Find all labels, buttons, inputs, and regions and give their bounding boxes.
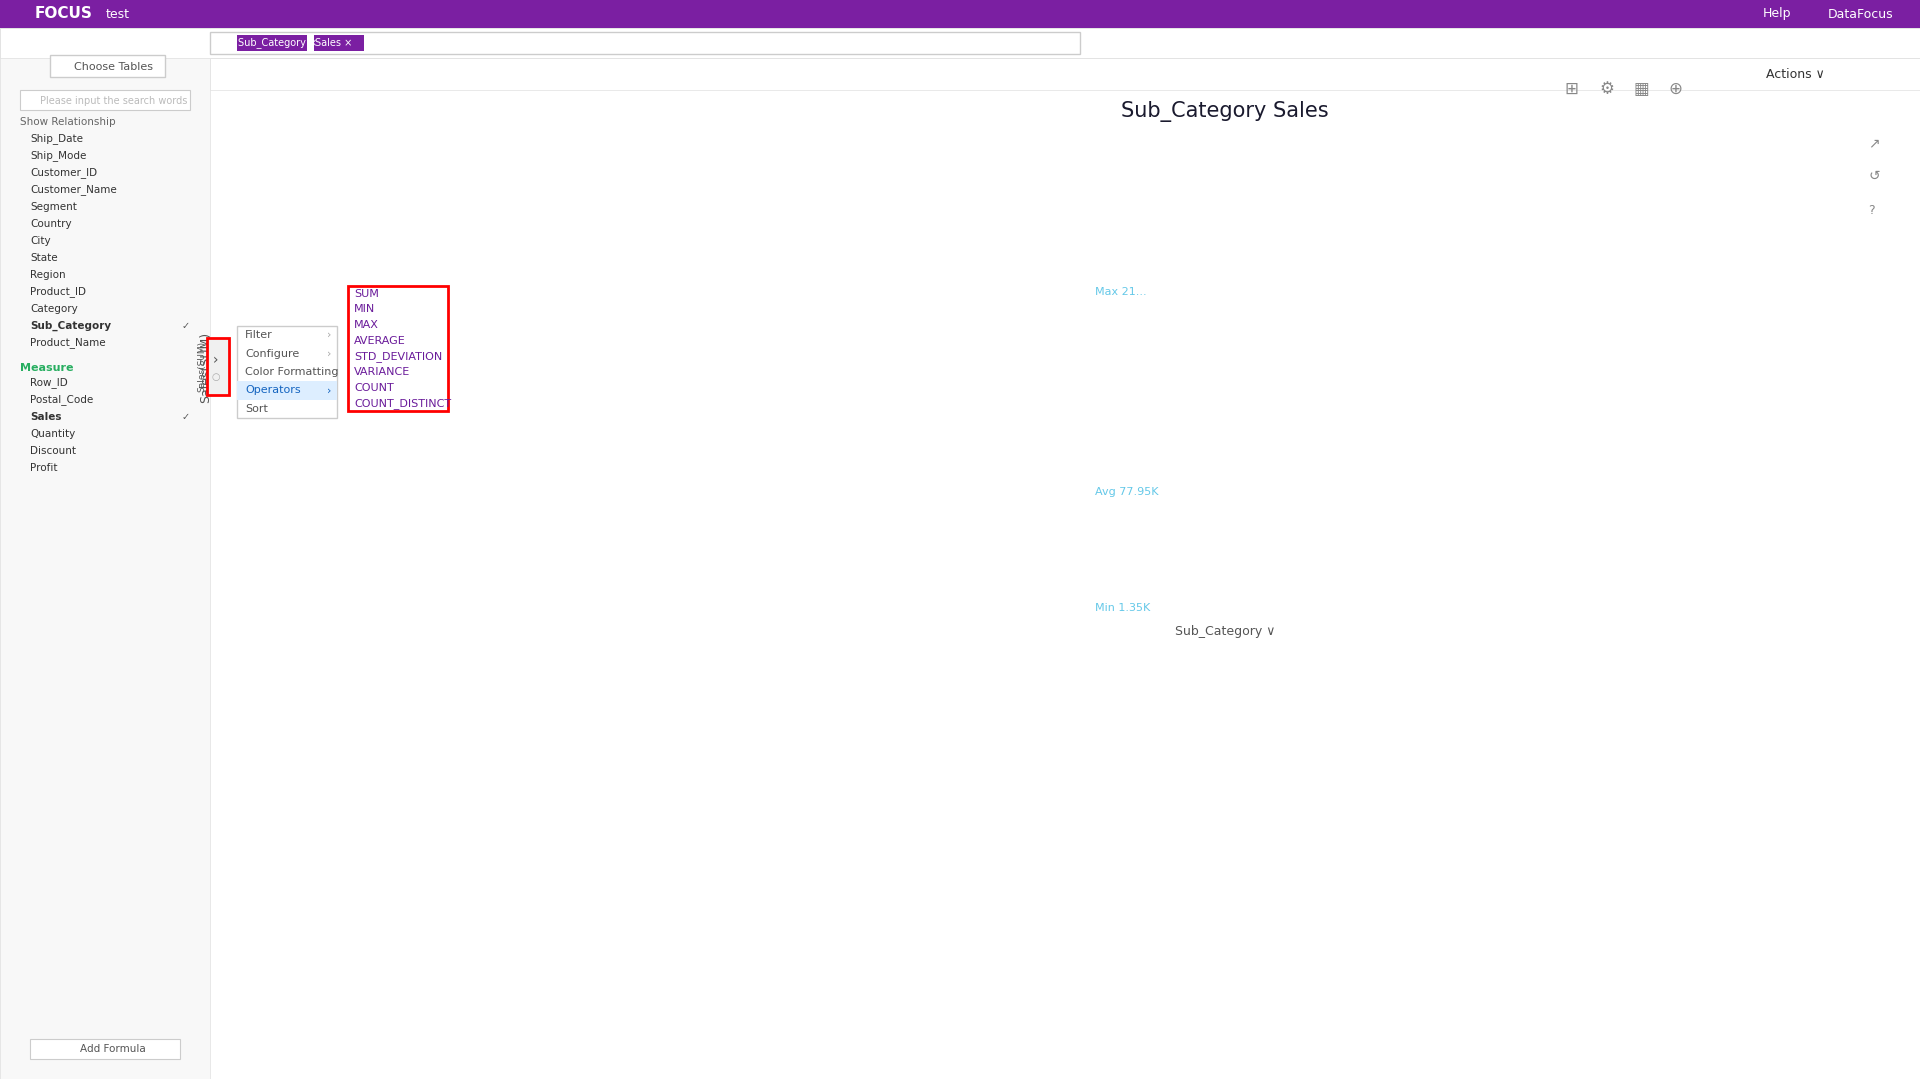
Text: State: State [31, 252, 58, 263]
Bar [434, 437, 465, 610]
Text: ○: ○ [211, 372, 221, 382]
Text: Min 1.35K: Min 1.35K [1094, 603, 1150, 613]
Text: Max 21...: Max 21... [1094, 287, 1146, 297]
Text: Sub_Category Sales: Sub_Category Sales [1121, 100, 1329, 122]
Bar [741, 591, 772, 610]
Text: Ship_Mode: Ship_Mode [31, 151, 86, 162]
Text: Product_Name: Product_Name [31, 338, 106, 349]
Text: Color Formatting: Color Formatting [246, 367, 338, 377]
Text: ✓: ✓ [182, 412, 190, 422]
Text: MAX: MAX [353, 320, 378, 330]
Text: COUNT_DISTINCT: COUNT_DISTINCT [353, 398, 451, 409]
Text: ›: › [326, 349, 330, 358]
Bar [843, 500, 876, 610]
Text: Please input the search words: Please input the search words [40, 96, 188, 106]
Text: STD_DEVIATION: STD_DEVIATION [353, 351, 442, 361]
Text: MIN: MIN [353, 304, 374, 314]
Bar [1048, 398, 1079, 610]
Text: ›: › [326, 330, 330, 340]
Text: Region: Region [31, 270, 65, 279]
Bar [947, 459, 977, 610]
Text: Customer_ID: Customer_ID [31, 167, 98, 178]
Text: Customer_Name: Customer_Name [31, 185, 117, 195]
Text: ⚙: ⚙ [1599, 80, 1615, 98]
Text: Avg 77.95K: Avg 77.95K [1094, 487, 1158, 496]
Bar [689, 216, 720, 610]
Text: Filter: Filter [246, 330, 273, 340]
Bar [588, 568, 618, 610]
Text: ✓: ✓ [182, 320, 190, 331]
Text: Measure: Measure [19, 363, 73, 373]
Text: Show Relationship: Show Relationship [19, 117, 115, 127]
Text: COUNT: COUNT [353, 383, 394, 393]
Text: Segment: Segment [31, 202, 77, 211]
Text: FOCUS: FOCUS [35, 6, 92, 22]
Bar [895, 291, 925, 610]
Text: ⊕: ⊕ [1668, 80, 1682, 98]
Text: Sub_Category: Sub_Category [31, 320, 111, 331]
Bar [536, 384, 566, 610]
Text: Configure: Configure [246, 349, 300, 358]
Text: ⊞: ⊞ [1565, 80, 1578, 98]
Bar [639, 605, 670, 610]
Text: VARIANCE: VARIANCE [353, 367, 411, 377]
Text: Choose Tables: Choose Tables [75, 62, 154, 72]
Text: Sub_Category ∨: Sub_Category ∨ [1175, 626, 1275, 639]
Text: ?: ? [1868, 204, 1874, 217]
Text: ▦: ▦ [1634, 80, 1649, 98]
Bar [228, 357, 259, 610]
Text: Discount: Discount [31, 446, 77, 456]
Text: test: test [106, 8, 129, 21]
Text: Postal_Code: Postal_Code [31, 395, 94, 406]
Text: Country: Country [31, 219, 71, 229]
Text: Sales ×: Sales × [315, 38, 351, 47]
Bar [330, 569, 361, 610]
Bar [998, 523, 1029, 610]
Text: Sales: Sales [31, 412, 61, 422]
Text: Ship_Date: Ship_Date [31, 134, 83, 145]
Text: Help: Help [1763, 8, 1791, 21]
Bar [793, 383, 824, 610]
Bar [382, 455, 413, 610]
Text: SUM: SUM [353, 289, 378, 299]
Text: Actions ∨: Actions ∨ [1766, 68, 1826, 81]
Text: Sales(SUM): Sales(SUM) [200, 332, 213, 404]
Text: Sales(SUM): Sales(SUM) [198, 341, 207, 392]
Bar [280, 448, 311, 610]
Text: Row_ID: Row_ID [31, 378, 67, 388]
Text: Add Formula: Add Formula [81, 1044, 146, 1054]
Text: Product_ID: Product_ID [31, 287, 86, 298]
Text: Sort: Sort [246, 404, 269, 414]
Bar [484, 357, 515, 610]
Text: Quantity: Quantity [31, 429, 75, 439]
Text: ›: › [213, 353, 219, 367]
Text: ↺: ↺ [1868, 169, 1880, 183]
Text: Operators: Operators [246, 385, 301, 395]
Text: Sub_Category ×: Sub_Category × [238, 38, 317, 49]
Text: ›: › [326, 385, 330, 395]
Text: ›: › [326, 367, 330, 377]
Text: DataFocus: DataFocus [1828, 8, 1893, 21]
Text: Category: Category [31, 304, 77, 314]
Text: ↗: ↗ [1868, 136, 1880, 150]
Text: City: City [31, 236, 50, 246]
Text: AVERAGE: AVERAGE [353, 336, 405, 345]
Text: Profit: Profit [31, 463, 58, 473]
